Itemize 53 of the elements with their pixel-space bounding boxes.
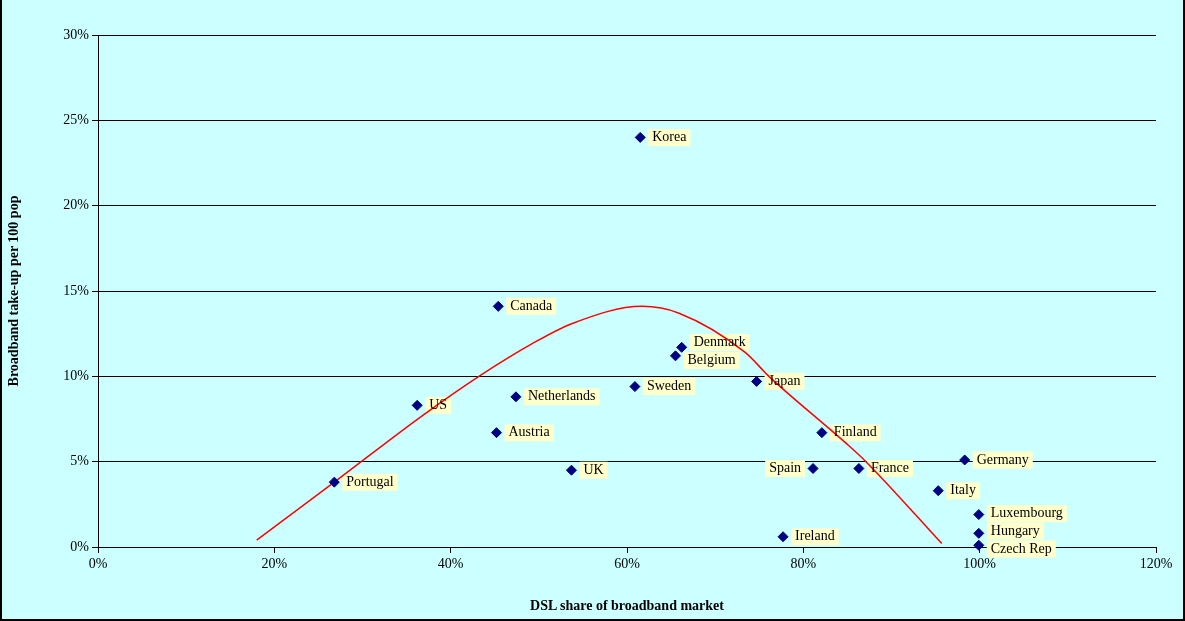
point	[492, 300, 504, 312]
y-tick-label: 10%	[63, 368, 90, 384]
point	[491, 427, 503, 439]
point	[932, 485, 944, 497]
point	[973, 527, 985, 539]
point	[853, 462, 865, 474]
x-tick-label: 40%	[437, 556, 464, 572]
annotation: Germany	[976, 451, 1029, 467]
point	[411, 399, 423, 411]
annotation: Netherlands	[527, 388, 596, 404]
annotation: Canada	[510, 298, 554, 314]
point	[959, 454, 971, 466]
point	[807, 462, 819, 474]
point	[669, 350, 681, 362]
y-tick-label: 0%	[70, 538, 90, 554]
y-tick-label: 20%	[63, 197, 90, 213]
point	[973, 539, 985, 551]
y-tick-label: 15%	[63, 282, 90, 298]
annotation: Belgium	[687, 352, 736, 368]
annotation: Finland	[833, 424, 877, 440]
y-tick-label: 25%	[63, 112, 90, 128]
annotation: France	[870, 460, 909, 476]
x-tick-label: 20%	[261, 556, 288, 572]
annotation: Hungary	[990, 522, 1040, 538]
x-axis-title: DSL share of broadband market	[530, 598, 725, 614]
y-tick-label: 30%	[63, 26, 90, 42]
point	[328, 476, 340, 488]
point	[973, 509, 985, 521]
annotation: Luxembourg	[990, 505, 1063, 521]
annotation: Korea	[652, 129, 688, 145]
annotation: Austria	[508, 424, 551, 440]
annotation: Ireland	[795, 528, 835, 544]
point	[816, 427, 828, 439]
point	[751, 375, 763, 387]
x-tick-label: 60%	[614, 556, 641, 572]
x-tick-label: 120%	[1139, 556, 1173, 572]
point	[510, 391, 522, 403]
annotation: Spain	[769, 460, 802, 476]
x-tick-label: 0%	[88, 556, 108, 572]
point	[634, 131, 646, 143]
point	[629, 381, 641, 393]
y-axis-title: Broadband take-up per 100 pop	[6, 195, 22, 387]
x-tick-label: 80%	[790, 556, 817, 572]
annotation: UK	[583, 461, 604, 477]
point	[676, 341, 688, 353]
point	[777, 531, 789, 543]
y-tick-label: 5%	[70, 453, 90, 469]
point	[565, 464, 577, 476]
annotation: Portugal	[346, 473, 394, 489]
annotation: Italy	[950, 482, 976, 498]
annotation: Czech Rep	[990, 540, 1052, 556]
x-tick-label: 100%	[963, 556, 997, 572]
annotation: Sweden	[646, 378, 692, 394]
